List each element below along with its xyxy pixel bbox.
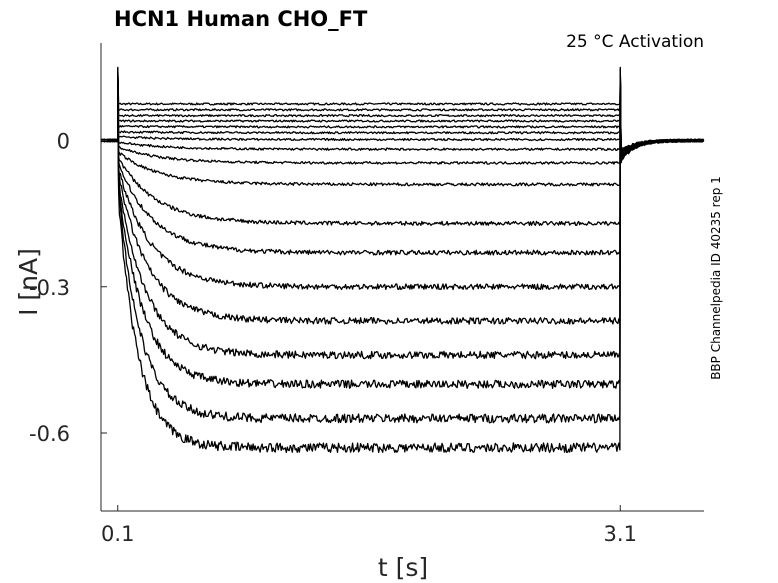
x-tick-label: 0.1: [101, 522, 134, 546]
sweep-trace: [100, 70, 705, 154]
sweep-trace: [100, 75, 705, 187]
sweep-trace: [100, 82, 705, 424]
sweep-trace: [100, 81, 704, 389]
sweep-trace: [100, 71, 705, 155]
y-tick-label: -0.3: [29, 276, 70, 300]
sweep-trace: [100, 78, 705, 291]
axes: [100, 43, 704, 512]
y-tick-label: 0: [57, 130, 70, 154]
sweep-trace: [100, 74, 705, 165]
sweep-trace: [100, 69, 704, 154]
sweep-trace: [100, 67, 705, 152]
sweep-trace: [100, 68, 705, 153]
traces: [100, 66, 705, 454]
y-tick-label: -0.6: [29, 422, 70, 446]
sweep-trace: [100, 72, 705, 156]
sweep-trace: [100, 80, 705, 360]
sweep-trace: [100, 66, 705, 151]
sweep-trace: [100, 79, 705, 325]
tick-labels: 0.1 3.1 0 -0.3 -0.6: [29, 130, 637, 547]
chart-title: HCN1 Human CHO_FT: [114, 7, 368, 31]
y-axis-label: I [nA]: [14, 248, 43, 316]
sweep-trace: [100, 73, 704, 157]
sweep-trace: [100, 83, 704, 454]
sweep-trace: [100, 77, 705, 256]
x-axis-label: t [s]: [378, 553, 428, 582]
sweep-trace: [100, 76, 704, 226]
side-id-label: BBP Channelpedia ID 40235 rep 1: [709, 176, 723, 380]
x-tick-label: 3.1: [604, 522, 637, 546]
condition-annotation: 25 °C Activation: [566, 32, 704, 52]
